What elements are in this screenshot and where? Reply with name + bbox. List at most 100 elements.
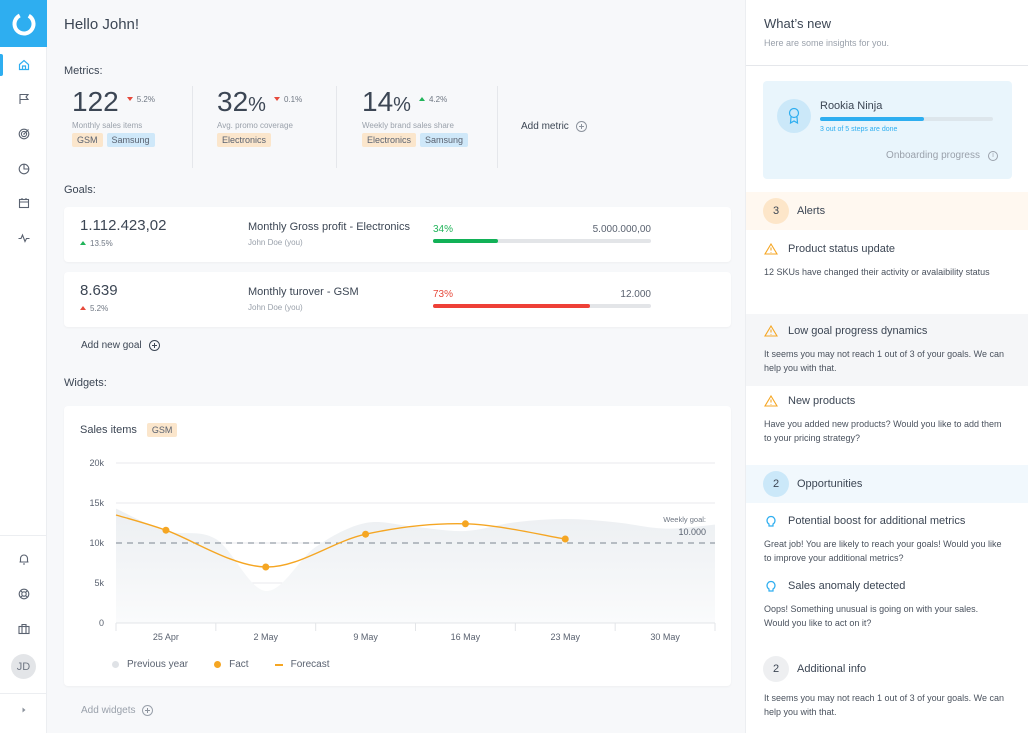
opportunity-title: Potential boost for additional metrics (764, 515, 965, 527)
sidebar-item-reports[interactable] (0, 154, 47, 184)
metric-delta: 5.2% (126, 95, 155, 104)
legend-forecast[interactable]: Forecast (274, 659, 330, 670)
add-goal-button[interactable]: Add new goal (81, 340, 160, 351)
legend-fact[interactable]: Fact (214, 659, 249, 670)
fact-point (561, 535, 569, 543)
goal-owner: John Doe (you) (248, 238, 303, 247)
metric-card[interactable]: 14% 4.2% Weekly brand sales share Electro… (362, 86, 469, 168)
sidebar-item-support[interactable] (0, 579, 47, 609)
add-metric-button[interactable]: Add metric (521, 121, 587, 132)
calendar-icon (18, 198, 29, 209)
metric-divider (192, 86, 193, 168)
alert-item[interactable]: Product status update 12 SKUs have chang… (746, 230, 1028, 314)
sidebar-item-notifications[interactable] (0, 544, 47, 574)
panel-title: What’s new (764, 16, 831, 31)
tag: Electronics (217, 133, 272, 147)
pie-chart-icon (18, 163, 29, 175)
opportunities-count-badge: 2 (763, 471, 789, 497)
weekly-goal-label: Weekly goal: (663, 515, 706, 524)
section-opportunities[interactable]: 2 Opportunities (746, 465, 1028, 503)
metric-value: 32% (217, 86, 266, 117)
opportunity-item[interactable]: Sales anomaly detected Oops! Something u… (746, 569, 1028, 639)
arrow-down-icon (273, 97, 280, 101)
metric-card[interactable]: 122 5.2% Monthly sales items GSM Samsung (72, 86, 155, 168)
y-tick-label: 0 (99, 618, 104, 628)
sidebar-item-activity[interactable] (0, 223, 47, 253)
home-icon (18, 59, 29, 71)
award-icon (788, 107, 800, 125)
metric-delta: 4.2% (418, 95, 447, 104)
fact-point (461, 520, 469, 528)
sidebar: JD (0, 0, 47, 733)
x-tick-label: 30 May (650, 632, 680, 642)
warning-icon (764, 243, 778, 255)
section-label: Opportunities (797, 478, 863, 490)
opportunity-body: Oops! Something unusual is going on with… (764, 604, 979, 628)
goal-card[interactable]: 1.112.423,02 13.5% Monthly Gross profit … (64, 207, 731, 262)
widget-title: Sales items GSM (80, 423, 178, 437)
arrow-up-icon (80, 241, 86, 245)
bell-icon (19, 554, 28, 565)
metric-delta: 0.1% (273, 95, 302, 104)
section-alerts[interactable]: 3 Alerts (746, 192, 1028, 230)
onboarding-progress-link[interactable]: Onboarding progress i (886, 150, 998, 161)
app-logo[interactable] (0, 0, 47, 47)
goal-progress-fill (433, 239, 499, 243)
alerts-count-badge: 3 (763, 198, 789, 224)
metric-card[interactable]: 32% 0.1% Avg. promo coverage Electronics (217, 86, 302, 168)
goal-percent: 34% (433, 224, 454, 235)
metrics-heading: Metrics: (64, 65, 103, 77)
additional-body: It seems you may not reach 1 out of 3 of… (764, 693, 1004, 717)
tag: Samsung (420, 133, 469, 147)
sidebar-item-portfolio[interactable] (0, 614, 47, 644)
plus-circle-icon (575, 121, 587, 132)
additional-count-badge: 2 (763, 656, 789, 682)
onboarding-steps: 3 out of 5 steps are done (820, 126, 898, 133)
sidebar-item-calendar[interactable] (0, 188, 47, 218)
sidebar-divider (0, 535, 47, 536)
alert-item[interactable]: Low goal progress dynamics It seems you … (746, 314, 1028, 386)
logo-ring-icon (11, 11, 35, 35)
panel-divider (746, 65, 1028, 66)
alert-body: Have you added new products? Would you l… (764, 419, 1002, 443)
x-tick-label: 23 May (550, 632, 580, 642)
alert-item[interactable]: New products Have you added new products… (746, 386, 1028, 466)
metric-label: Weekly brand sales share (362, 121, 454, 130)
whats-new-panel: What’s new Here are some insights for yo… (745, 0, 1028, 733)
add-widgets-button[interactable]: Add widgets (81, 705, 154, 716)
lightbulb-icon (766, 581, 776, 592)
metric-label: Monthly sales items (72, 121, 143, 130)
avatar[interactable]: JD (11, 654, 36, 679)
sidebar-item-home[interactable] (0, 50, 47, 80)
goal-card[interactable]: 8.639 5.2% Monthly turover - GSM John Do… (64, 272, 731, 327)
warning-icon (764, 325, 778, 337)
chevron-right-icon (22, 707, 25, 713)
activity-icon (18, 233, 29, 243)
sidebar-item-target[interactable] (0, 119, 47, 149)
page-title: Hello John! (64, 16, 140, 33)
goal-target: 12.000 (620, 289, 651, 300)
tag: GSM (72, 133, 103, 147)
onboarding-progress-fill (820, 117, 924, 121)
opportunity-body: Great job! You are likely to reach your … (764, 539, 1002, 563)
sales-items-widget: Sales items GSM 0 5k 10k 15k 20k 25 Apr 2 May 9… (64, 406, 731, 686)
sales-chart: 0 5k 10k 15k 20k 25 Apr 2 May 9 May 16 May 23 Ma… (89, 458, 716, 642)
opportunity-item[interactable]: Potential boost for additional metrics G… (746, 503, 1028, 569)
opportunity-title: Sales anomaly detected (764, 580, 905, 592)
section-label: Additional info (797, 663, 867, 675)
y-tick-label: 10k (89, 538, 104, 548)
section-additional-info[interactable]: 2 Additional info (746, 650, 1028, 688)
additional-item[interactable]: It seems you may not reach 1 out of 3 of… (746, 688, 1028, 733)
sidebar-item-flag[interactable] (0, 84, 47, 114)
onboarding-card[interactable]: Rookia Ninja 3 out of 5 steps are done O… (763, 81, 1012, 179)
sidebar-expand-button[interactable] (0, 695, 47, 725)
y-tick-label: 15k (89, 498, 104, 508)
goal-percent: 73% (433, 289, 454, 300)
tag: Electronics (362, 133, 417, 147)
legend-previous-year[interactable]: Previous year (112, 659, 188, 670)
badge-container (777, 99, 811, 133)
target-icon (18, 128, 29, 140)
legend-dot (112, 661, 119, 668)
goal-value: 8.639 (80, 282, 118, 299)
goal-delta: 5.2% (80, 304, 108, 313)
